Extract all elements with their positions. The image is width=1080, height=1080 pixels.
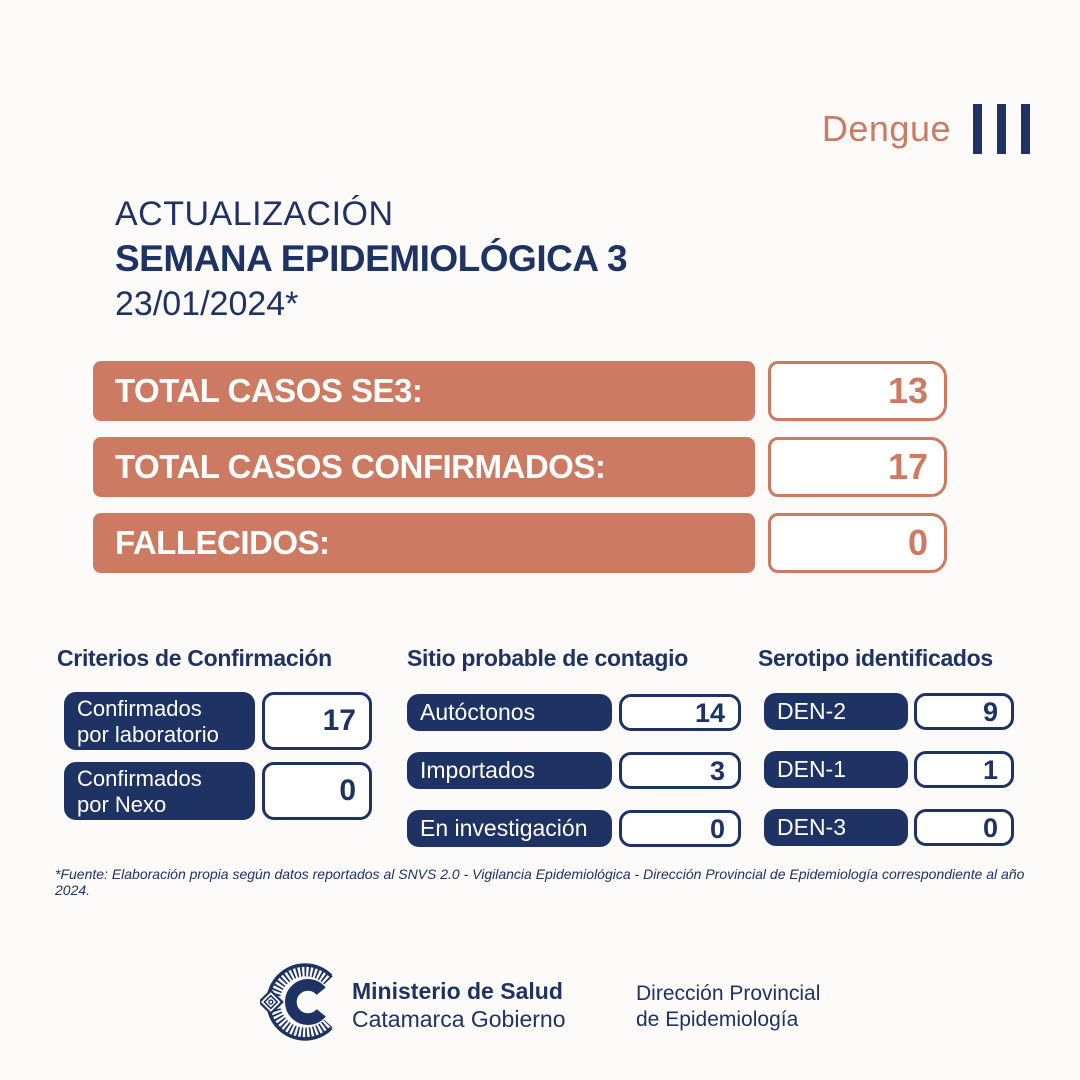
department-block: Dirección Provincial de Epidemiología [636, 981, 820, 1033]
total-fallecidos-label: FALLECIDOS: [93, 513, 755, 573]
sitio-importados-value: 3 [619, 752, 741, 789]
department-line1: Dirección Provincial [636, 982, 821, 1005]
total-confirmados-value: 17 [768, 437, 947, 497]
ministry-name: Ministerio de Salud [352, 978, 563, 1004]
total-confirmados-label: TOTAL CASOS CONFIRMADOS: [93, 437, 755, 497]
source-footnote: *Fuente: Elaboración propia según datos … [55, 866, 1025, 898]
bar-icon [1021, 104, 1030, 154]
total-fallecidos-value: 0 [768, 513, 947, 573]
bar-icon [973, 104, 982, 154]
brand-block: Dengue [822, 104, 1030, 154]
section-title-sitio: Sitio probable de contagio [407, 645, 688, 671]
three-bars-icon [973, 104, 1030, 154]
serotipo-den1-value: 1 [914, 751, 1014, 788]
criterios-nexo-value: 0 [262, 762, 372, 820]
criterios-nexo-label: Confirmados por Nexo [64, 762, 255, 820]
criterios-laboratorio-label: Confirmados por laboratorio [64, 692, 255, 750]
title-semana-epidemiologica: SEMANA EPIDEMIOLÓGICA 3 [115, 238, 628, 279]
serotipo-den3-value: 0 [914, 809, 1014, 846]
section-title-criterios: Criterios de Confirmación [57, 645, 332, 671]
department-line2: de Epidemiología [636, 1008, 799, 1031]
title-date: 23/01/2024* [115, 285, 299, 323]
catamarca-logo-icon [260, 963, 333, 1041]
serotipo-den3-label: DEN-3 [764, 809, 908, 846]
total-se3-label: TOTAL CASOS SE3: [93, 361, 755, 421]
sitio-investigacion-value: 0 [619, 810, 741, 847]
title-actualizacion: ACTUALIZACIÓN [115, 195, 394, 233]
serotipo-den2-value: 9 [914, 693, 1014, 730]
dengue-wordmark: Dengue [821, 108, 951, 149]
serotipo-den1-label: DEN-1 [764, 751, 908, 788]
bar-icon [997, 104, 1006, 154]
sitio-autoctonos-value: 14 [619, 694, 741, 731]
ministry-block: Ministerio de Salud Catamarca Gobierno [352, 977, 566, 1033]
sitio-importados-label: Importados [407, 752, 612, 789]
title-block: ACTUALIZACIÓN SEMANA EPIDEMIOLÓGICA 3 23… [115, 192, 628, 326]
total-se3-value: 13 [768, 361, 947, 421]
criterios-laboratorio-value: 17 [262, 692, 372, 750]
ministry-subtitle: Catamarca Gobierno [352, 1006, 566, 1032]
sitio-autoctonos-label: Autóctonos [407, 694, 612, 731]
sitio-investigacion-label: En investigación [407, 810, 612, 847]
serotipo-den2-label: DEN-2 [764, 693, 908, 730]
section-title-serotipo: Serotipo identificados [758, 645, 993, 671]
